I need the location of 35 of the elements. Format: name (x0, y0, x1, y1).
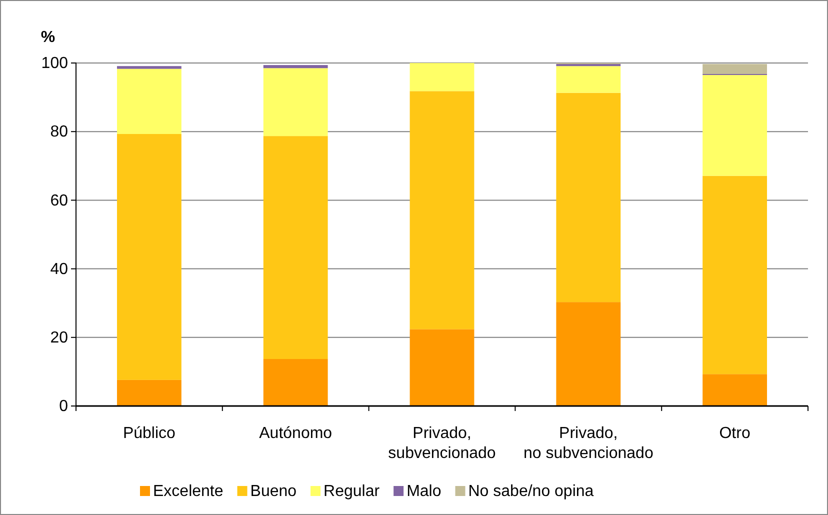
bar (116, 134, 182, 380)
bar (702, 176, 768, 374)
y-tick-label: 100 (41, 55, 68, 72)
bar (556, 92, 621, 302)
bar (556, 302, 621, 406)
x-tick-label: Privado, no subvencionado (523, 425, 654, 462)
y-axis-title: % (40, 29, 56, 46)
bar (116, 66, 182, 69)
bar (263, 136, 328, 360)
legend-label: Excelente (153, 483, 224, 500)
bar (410, 91, 474, 330)
bar (702, 374, 768, 406)
bar (410, 63, 474, 92)
bar (116, 68, 182, 134)
legend-label: Bueno (250, 483, 297, 500)
legend-label: Regular (324, 483, 380, 500)
y-tick-label: 20 (50, 330, 68, 347)
x-tick-label: Autónomo (259, 425, 332, 442)
bar (263, 359, 328, 406)
x-tick-label: Público (122, 425, 176, 442)
x-tick-label: Privado, subvencionado (388, 425, 496, 462)
y-tick-label: 60 (50, 192, 68, 210)
bar (702, 64, 768, 74)
bar (263, 65, 328, 68)
bar (263, 68, 328, 136)
bar (702, 75, 768, 176)
y-tick-label: 0 (59, 398, 68, 416)
bar (116, 380, 182, 406)
bar (556, 66, 621, 93)
y-tick-label: 40 (50, 260, 68, 278)
bar (410, 329, 474, 406)
legend-label: Malo (406, 483, 442, 500)
y-tick-label: 80 (50, 124, 68, 141)
x-tick-label: Otro (719, 425, 750, 442)
legend-label: No sabe/no opina (468, 483, 594, 500)
